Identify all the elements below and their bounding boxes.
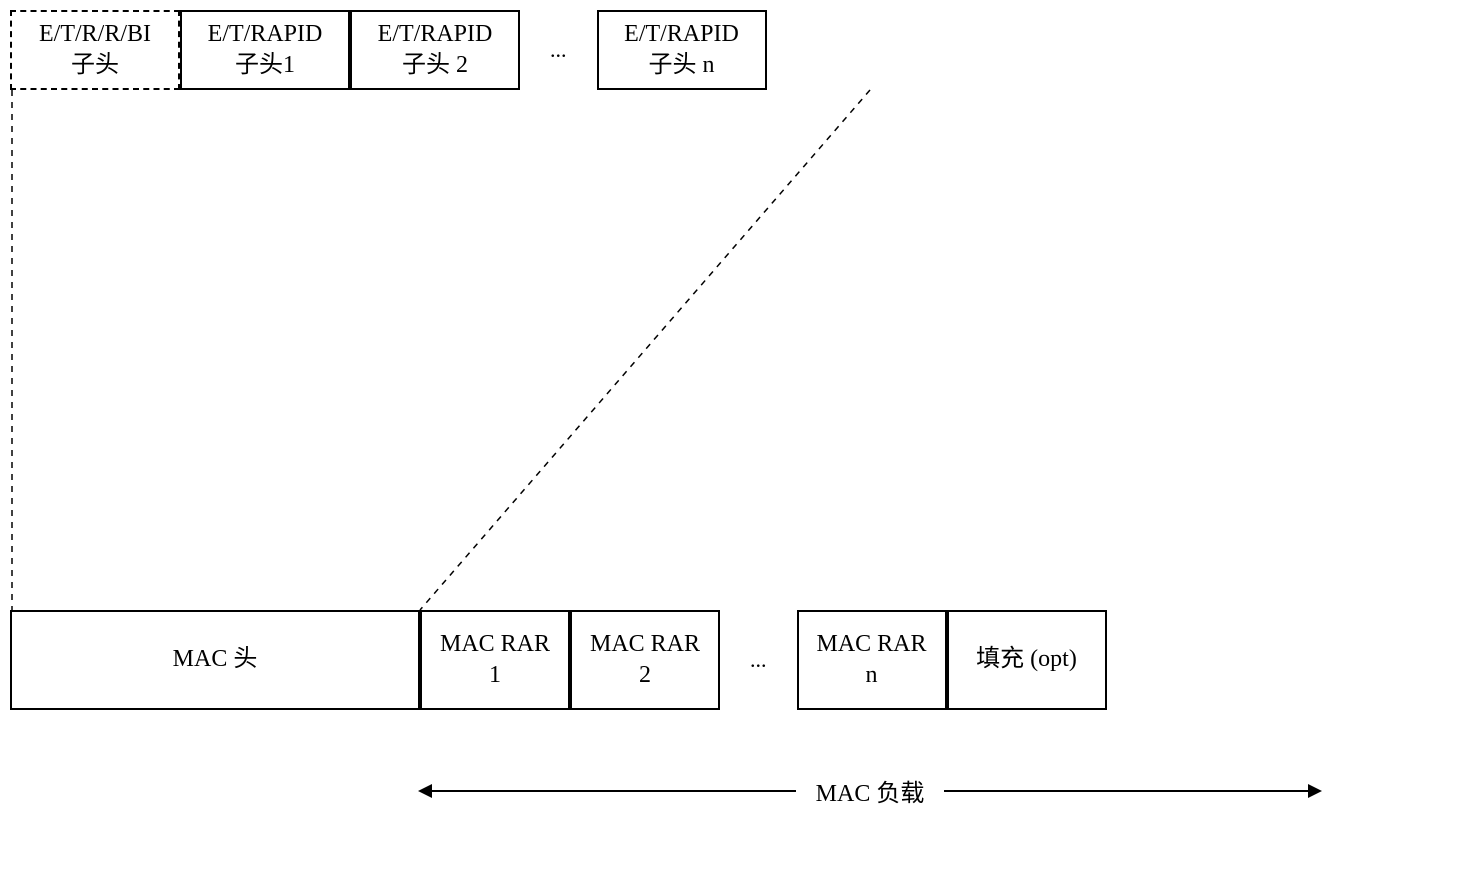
top-ellipsis: ...: [520, 37, 597, 63]
padding-label: 填充 (opt): [976, 644, 1077, 675]
bi-subheader-line1: E/T/R/R/BI: [39, 19, 151, 50]
rapid-subheader-2-box: E/T/RAPID 子头 2: [350, 10, 520, 90]
mac-pdu-structure-diagram: E/T/R/R/BI 子头 E/T/RAPID 子头1 E/T/RAPID 子头…: [0, 0, 1476, 873]
rapid-subheader-1-box: E/T/RAPID 子头1: [180, 10, 350, 90]
mac-rar-2-box: MAC RAR 2: [570, 610, 720, 710]
mac-rar-2-line1: MAC RAR: [590, 629, 700, 660]
mac-pdu-row: MAC 头 MAC RAR 1 MAC RAR 2 ... MAC RAR n …: [10, 610, 1107, 710]
right-dashed-connector: [420, 90, 870, 610]
mac-rar-n-box: MAC RAR n: [797, 610, 947, 710]
connector-lines: [0, 0, 1476, 873]
rapid-subheader-2-line2: 子头 2: [402, 50, 468, 81]
rapid-subheader-n-line2: 子头 n: [649, 50, 715, 81]
payload-arrow-right: [944, 790, 1320, 792]
mac-payload-indicator: MAC 负载: [420, 773, 1320, 808]
payload-arrow-left: [420, 790, 796, 792]
bi-subheader-box: E/T/R/R/BI 子头: [10, 10, 180, 90]
mac-header-label: MAC 头: [173, 644, 258, 675]
rapid-subheader-n-box: E/T/RAPID 子头 n: [597, 10, 767, 90]
rapid-subheader-1-line1: E/T/RAPID: [208, 19, 323, 50]
bi-subheader-line2: 子头: [71, 50, 119, 81]
rapid-subheader-n-line1: E/T/RAPID: [624, 19, 739, 50]
mac-header-box: MAC 头: [10, 610, 420, 710]
mac-rar-n-line2: n: [866, 660, 878, 691]
rapid-subheader-2-line1: E/T/RAPID: [378, 19, 493, 50]
mac-rar-1-line2: 1: [489, 660, 501, 691]
payload-label-text: MAC 负载: [796, 773, 945, 808]
mac-rar-1-line1: MAC RAR: [440, 629, 550, 660]
mac-rar-n-line1: MAC RAR: [816, 629, 926, 660]
mac-rar-1-box: MAC RAR 1: [420, 610, 570, 710]
padding-box: 填充 (opt): [947, 610, 1107, 710]
mac-rar-2-line2: 2: [639, 660, 651, 691]
subheader-row: E/T/R/R/BI 子头 E/T/RAPID 子头1 E/T/RAPID 子头…: [10, 10, 767, 90]
bottom-ellipsis: ...: [720, 647, 797, 673]
rapid-subheader-1-line2: 子头1: [235, 50, 295, 81]
